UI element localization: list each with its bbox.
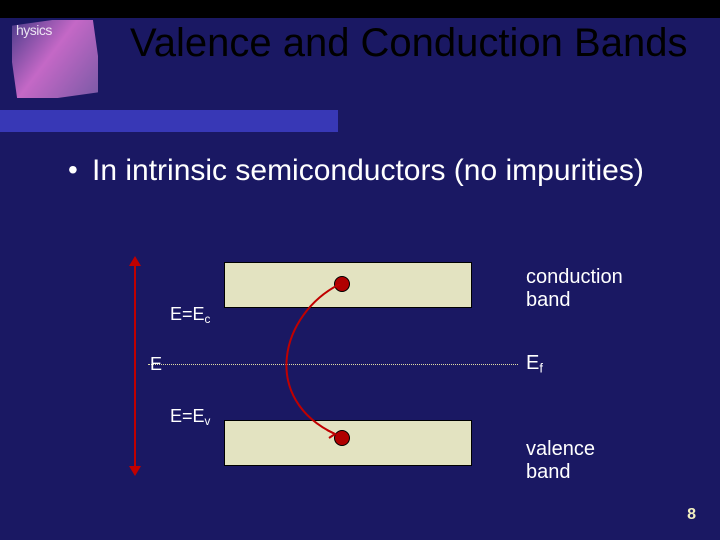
- label-ec: E=Ec: [170, 304, 210, 326]
- label-ev: E=Ev: [170, 406, 210, 428]
- label-ev-pre: E=E: [170, 406, 205, 426]
- logo-caption: hysics: [16, 22, 52, 38]
- slide-title: Valence and Conduction Bands: [130, 22, 690, 65]
- bullet-text: In intrinsic semiconductors (no impuriti…: [92, 154, 652, 189]
- title-underline: [0, 110, 338, 132]
- label-ec-pre: E=E: [170, 304, 205, 324]
- label-ef-sub: f: [539, 360, 543, 375]
- fermi-level-line: [148, 364, 518, 365]
- label-conduction-band: conduction band: [526, 266, 640, 312]
- top-bar: [0, 0, 720, 18]
- label-ef: Ef: [526, 352, 543, 375]
- hole-icon: [334, 430, 350, 446]
- band-diagram: E=Ec E E=Ev conduction band Ef valence b…: [120, 260, 640, 490]
- page-number: 8: [687, 506, 696, 524]
- label-ec-sub: c: [205, 313, 211, 326]
- energy-axis: [134, 264, 136, 470]
- label-valence-band: valence band: [526, 438, 640, 484]
- electron-icon: [334, 276, 350, 292]
- logo: hysics: [12, 20, 98, 98]
- slide: hysics Valence and Conduction Bands In i…: [0, 0, 720, 540]
- axis-arrow-up-icon: [129, 256, 141, 266]
- label-ef-pre: E: [526, 352, 539, 374]
- axis-arrow-down-icon: [129, 466, 141, 476]
- label-e: E: [150, 354, 162, 375]
- label-ev-sub: v: [205, 415, 211, 428]
